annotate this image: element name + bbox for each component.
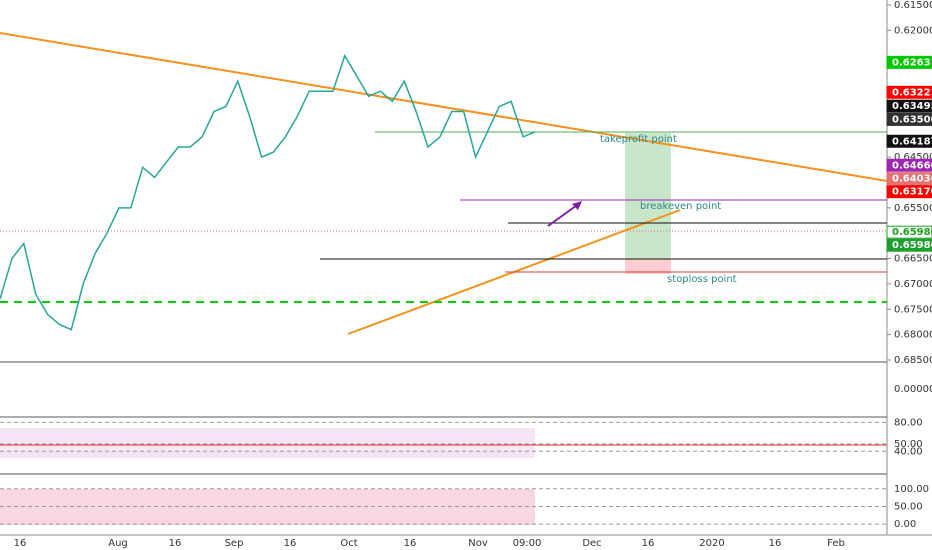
y-tick-label: 0.67000 [894, 279, 932, 290]
x-tick-label: 16 [769, 538, 782, 549]
arrow-head [572, 201, 582, 210]
price-badge [886, 158, 932, 172]
x-tick-label: 16 [284, 538, 297, 549]
y-tick-label: 0.66500 [894, 254, 932, 265]
y-tick-label: 100.00 [894, 484, 929, 495]
rsi-band [0, 428, 535, 458]
x-tick-label: 16 [169, 538, 182, 549]
y-tick-label: 40.00 [894, 446, 923, 457]
x-tick-label: Feb [827, 538, 845, 549]
price-badge-label: 0.63495 [892, 101, 932, 112]
price-badge [886, 85, 932, 99]
y-tick-label: 0.00000 [894, 384, 932, 395]
y-tick-label: 0.00 [894, 519, 916, 530]
y-tick-label: 50.00 [894, 501, 923, 512]
price-badge-label: 0.63221 [892, 87, 932, 98]
trend-line [0, 32, 888, 182]
x-tick-label: Nov [468, 538, 488, 549]
annotation: stoploss point [667, 274, 737, 285]
price-badge [886, 238, 932, 252]
y-tick-label: 0.65500 [894, 203, 932, 214]
y-tick-label: 0.68500 [894, 355, 932, 366]
profit-zone [625, 133, 671, 259]
x-tick-label: 16 [14, 538, 27, 549]
price-badge-label: 0.62631 [892, 57, 932, 68]
x-tick-label: Aug [108, 538, 128, 549]
y-tick-label: 80.00 [894, 417, 923, 428]
y-tick-label: 0.68000 [894, 330, 932, 341]
price-badge [886, 172, 932, 186]
x-tick-label: 09:00 [513, 538, 542, 549]
annotation: breakeven point [640, 201, 721, 212]
price-badge [886, 112, 932, 126]
y-tick-label: 0.61500 [894, 0, 932, 11]
x-tick-label: 2020 [699, 538, 724, 549]
stoch-band [0, 489, 535, 525]
y-tick-label: 0.64500 [894, 152, 932, 163]
x-tick-label: 16 [404, 538, 417, 549]
price-badge-label: 0.64187 [892, 136, 932, 147]
price-badge [886, 55, 932, 69]
x-tick-label: 16 [642, 538, 655, 549]
x-tick-label: Dec [582, 538, 601, 549]
price-badge [886, 225, 932, 239]
annotation: takeprofit point [600, 134, 677, 145]
price-badge [886, 134, 932, 148]
price-line [0, 53, 536, 331]
y-tick-label: 50.00 [894, 439, 923, 450]
x-tick-label: Sep [225, 538, 244, 549]
price-badge-label: 0.64036 [892, 174, 932, 185]
arrow [547, 202, 581, 227]
x-tick-label: Oct [340, 538, 357, 549]
y-tick-label: 0.67500 [894, 304, 932, 315]
y-tick-label: 0.62000 [894, 25, 932, 36]
loss-zone [625, 259, 671, 274]
price-badge [886, 99, 932, 113]
price-badge [886, 185, 932, 199]
